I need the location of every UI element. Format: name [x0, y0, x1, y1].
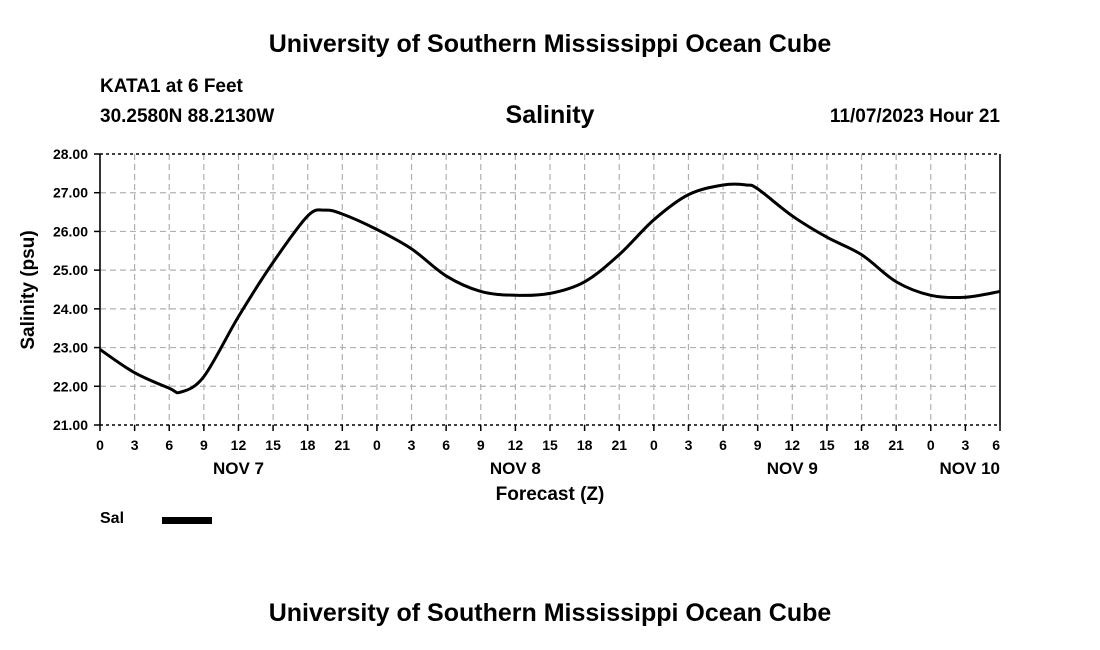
x-axis-label: Forecast (Z) [496, 484, 605, 505]
x-tick-label: 21 [611, 437, 627, 453]
x-tick-label: 6 [992, 437, 1000, 453]
chart-title: Salinity [505, 101, 595, 129]
x-tick-label: 12 [508, 437, 524, 453]
y-tick-label: 26.00 [53, 223, 88, 239]
issued-time-label: 11/07/2023 Hour 21 [829, 106, 1000, 127]
main-title: University of Southern Mississippi Ocean… [268, 30, 832, 58]
series-line-sal [99, 182, 1001, 395]
x-tick-label: 0 [927, 437, 935, 453]
x-tick-label: 0 [96, 437, 104, 453]
x-tick-label: 0 [373, 437, 381, 453]
x-tick-label: 3 [131, 437, 139, 453]
tick-layer: 21.00 22.00 23.00 24.00 25.00 26.00 27.00 28.00… [53, 146, 1001, 478]
station-label: KATA1 at 6 Feet [100, 76, 243, 97]
y-tick-label: 23.00 [53, 340, 88, 356]
x-tick-label: 12 [785, 437, 801, 453]
y-tick-label: 28.00 [53, 146, 88, 162]
footer-title: University of Southern Mississippi Ocean… [268, 599, 832, 627]
y-tick-label: 22.00 [53, 378, 88, 394]
x-tick-label: 3 [408, 437, 416, 453]
x-tick-label: 3 [685, 437, 693, 453]
legend-label: Sal [100, 510, 125, 527]
x-tick-label: 15 [819, 437, 835, 453]
x-tick-label: 15 [265, 437, 281, 453]
x-tick-label: 0 [650, 437, 658, 453]
y-tick-label: 25.00 [53, 262, 88, 278]
legend-line-swatch [162, 517, 212, 524]
x-tick-label: 21 [888, 437, 904, 453]
coordinates-label: 30.2580N 88.2130W [100, 106, 275, 127]
day-label: NOV 10 [940, 459, 1000, 478]
x-tick-label: 15 [542, 437, 558, 453]
series-layer [99, 182, 1001, 395]
x-tick-label: 21 [335, 437, 351, 453]
x-tick-label: 18 [577, 437, 593, 453]
grid-layer [100, 154, 1000, 425]
y-tick-label: 21.00 [53, 417, 88, 433]
y-tick-label: 24.00 [53, 301, 88, 317]
x-tick-label: 18 [300, 437, 316, 453]
x-tick-label: 9 [477, 437, 485, 453]
day-label: NOV 8 [490, 459, 541, 478]
y-tick-label: 27.00 [53, 185, 88, 201]
x-tick-label: 6 [165, 437, 173, 453]
x-tick-label: 6 [719, 437, 727, 453]
x-tick-label: 9 [200, 437, 208, 453]
x-tick-label: 3 [961, 437, 969, 453]
x-tick-label: 9 [754, 437, 762, 453]
x-tick-label: 12 [231, 437, 247, 453]
day-label: NOV 9 [767, 459, 818, 478]
y-axis-label: Salinity (psu) [18, 230, 39, 349]
x-tick-label: 6 [442, 437, 450, 453]
day-label: NOV 7 [213, 459, 264, 478]
x-tick-label: 18 [854, 437, 870, 453]
